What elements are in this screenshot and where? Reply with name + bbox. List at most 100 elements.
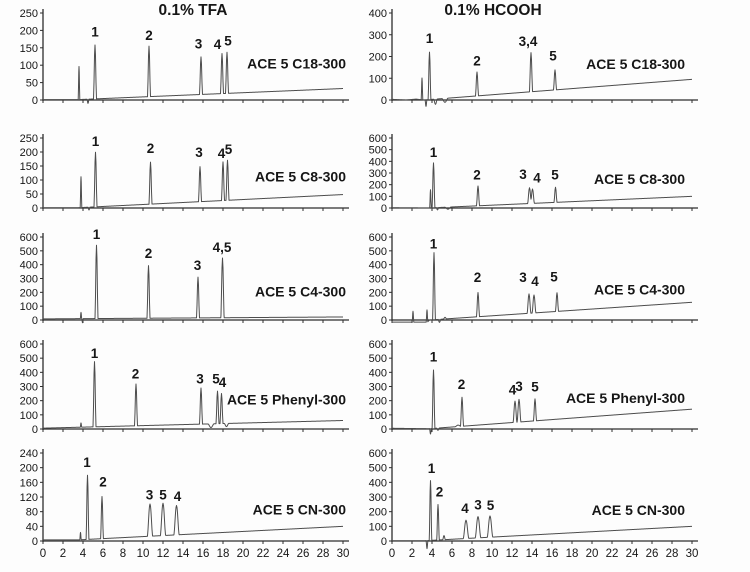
peak-label-5: 5 bbox=[550, 270, 558, 285]
y-tick-label: 0 bbox=[381, 95, 387, 107]
peak-label-1: 1 bbox=[83, 455, 91, 470]
y-tick-label: 600 bbox=[20, 232, 38, 244]
column-name-label: ACE 5 C4-300 bbox=[255, 284, 346, 300]
y-tick-label: 0 bbox=[381, 536, 387, 548]
peak-label-2: 2 bbox=[458, 377, 466, 392]
x-tick-label: 4 bbox=[429, 548, 436, 560]
y-tick-label: 500 bbox=[369, 463, 387, 475]
y-tick-label: 80 bbox=[26, 507, 38, 519]
x-tick-label: 4 bbox=[80, 548, 87, 560]
trace bbox=[43, 244, 343, 324]
y-tick-label: 500 bbox=[369, 353, 387, 365]
y-tick-label: 400 bbox=[20, 367, 38, 379]
peak-label-1: 1 bbox=[91, 25, 99, 40]
peak-label-3: 3 bbox=[519, 167, 527, 182]
x-tick-label: 26 bbox=[646, 548, 659, 560]
peak-label-1: 1 bbox=[93, 227, 101, 242]
column-name-label: ACE 5 C8-300 bbox=[255, 169, 346, 185]
peak-label-3-4: 3,4 bbox=[519, 34, 538, 49]
y-tick-label: 400 bbox=[369, 260, 387, 272]
y-tick-label: 100 bbox=[369, 73, 387, 85]
peak-label-1: 1 bbox=[426, 31, 434, 46]
y-tick-label: 200 bbox=[369, 180, 387, 192]
x-tick-label: 24 bbox=[626, 548, 639, 560]
peak-label-1: 1 bbox=[430, 236, 438, 251]
column-name-label: ACE 5 C18-300 bbox=[247, 55, 346, 71]
x-tick-label: 2 bbox=[60, 548, 66, 560]
y-tick-label: 100 bbox=[369, 521, 387, 533]
y-tick-label: 400 bbox=[369, 477, 387, 489]
y-tick-label: 40 bbox=[26, 521, 38, 533]
x-tick-label: 30 bbox=[337, 548, 350, 560]
column-name-label: ACE 5 C8-300 bbox=[594, 171, 685, 187]
y-tick-label: 200 bbox=[369, 396, 387, 408]
chromatogram-panel-ace-5-c18-300-hcooh: 0 100 200 300 400 1 2 3,4 5 ACE 5 C18-300 bbox=[369, 8, 698, 107]
y-tick-label: 600 bbox=[369, 339, 387, 351]
peak-label-4: 4 bbox=[219, 375, 227, 390]
peak-label-4: 4 bbox=[509, 383, 517, 398]
x-tick-label: 2 bbox=[409, 548, 415, 560]
peak-label-1: 1 bbox=[92, 134, 100, 149]
x-tick-label: 24 bbox=[277, 548, 290, 560]
y-tick-label: 0 bbox=[32, 95, 38, 107]
y-tick-label: 150 bbox=[20, 161, 38, 173]
column-name-label: ACE 5 Phenyl-300 bbox=[227, 392, 346, 408]
y-tick-label: 0 bbox=[32, 424, 38, 436]
peak-label-4: 4 bbox=[533, 170, 541, 185]
x-tick-label: 6 bbox=[449, 548, 455, 560]
peak-label-5: 5 bbox=[549, 48, 557, 63]
column-name-label: ACE 5 CN-300 bbox=[592, 502, 686, 518]
y-tick-label: 200 bbox=[20, 287, 38, 299]
y-tick-label: 0 bbox=[32, 315, 38, 327]
y-tick-label: 100 bbox=[20, 175, 38, 187]
y-tick-label: 600 bbox=[369, 133, 387, 145]
x-tick-label: 26 bbox=[297, 548, 310, 560]
y-tick-label: 0 bbox=[32, 203, 38, 215]
y-tick-label: 100 bbox=[369, 410, 387, 422]
x-tick-label: 28 bbox=[317, 548, 330, 560]
y-tick-label: 0 bbox=[381, 424, 387, 436]
y-tick-label: 200 bbox=[369, 52, 387, 64]
peak-label-2: 2 bbox=[473, 167, 481, 182]
x-tick-label: 20 bbox=[586, 548, 599, 560]
column-name-label: ACE 5 Phenyl-300 bbox=[566, 390, 685, 406]
x-tick-label: 20 bbox=[237, 548, 250, 560]
peak-label-5: 5 bbox=[212, 371, 220, 386]
peak-label-4-5: 4,5 bbox=[213, 240, 232, 255]
chromatogram-panel-ace-5-c8-300-tfa: 0 50 100 150 200 250 1 2 3 4 5 ACE 5 C8-300 bbox=[20, 133, 349, 215]
peak-label-2: 2 bbox=[145, 28, 153, 43]
peak-label-4: 4 bbox=[461, 501, 469, 516]
y-tick-label: 300 bbox=[369, 492, 387, 504]
y-tick-label: 300 bbox=[369, 274, 387, 286]
y-tick-label: 200 bbox=[20, 25, 38, 37]
y-tick-label: 500 bbox=[20, 246, 38, 258]
x-tick-label: 8 bbox=[469, 548, 475, 560]
peak-label-1: 1 bbox=[91, 346, 99, 361]
y-tick-label: 300 bbox=[20, 274, 38, 286]
x-tick-label: 14 bbox=[177, 548, 190, 560]
peak-label-5: 5 bbox=[487, 498, 495, 513]
column-name-label: ACE 5 C18-300 bbox=[586, 56, 685, 72]
peak-label-3: 3 bbox=[195, 36, 203, 51]
peak-label-2: 2 bbox=[473, 54, 481, 69]
chromatogram-panel-ace-5-c18-300-tfa: 0 50 100 150 200 250 1 2 3 4 5 ACE 5 C18-300 bbox=[20, 8, 349, 107]
peak-label-4: 4 bbox=[174, 489, 182, 504]
y-tick-label: 300 bbox=[369, 30, 387, 42]
x-tick-label: 18 bbox=[566, 548, 579, 560]
peak-label-1: 1 bbox=[430, 350, 438, 365]
x-tick-label: 10 bbox=[137, 548, 150, 560]
x-tick-label: 22 bbox=[257, 548, 270, 560]
peak-label-3: 3 bbox=[519, 270, 527, 285]
peak-label-1: 1 bbox=[428, 461, 436, 476]
y-tick-label: 250 bbox=[20, 8, 38, 20]
x-tick-label: 16 bbox=[546, 548, 559, 560]
x-tick-label: 12 bbox=[157, 548, 170, 560]
peak-label-2: 2 bbox=[132, 367, 140, 382]
peak-label-3: 3 bbox=[194, 258, 202, 273]
peak-label-3: 3 bbox=[195, 145, 203, 160]
peak-label-5: 5 bbox=[224, 33, 232, 48]
y-tick-label: 200 bbox=[20, 396, 38, 408]
trace bbox=[43, 44, 344, 104]
